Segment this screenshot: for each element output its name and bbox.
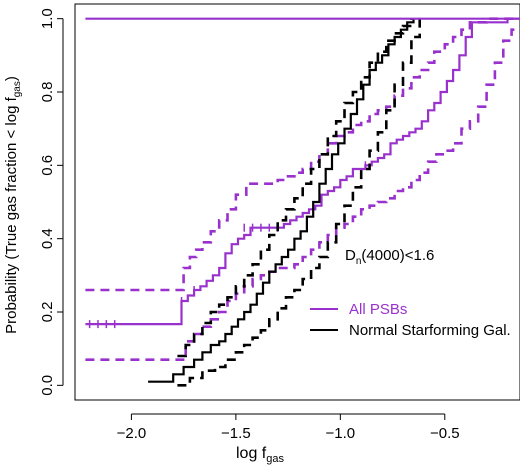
y-tick-label: 1.0 bbox=[39, 8, 56, 29]
x-axis: −2.0 −1.5 −1.0 −0.5 bbox=[117, 413, 460, 442]
y-axis-label: Probability (True gas fraction < log fga… bbox=[3, 76, 23, 334]
y-tick-label: 0.0 bbox=[39, 375, 56, 396]
x-axis-label: log fgas bbox=[236, 445, 284, 465]
series-layer bbox=[85, 17, 520, 387]
series-line-normal-starforming-gal-upper bbox=[177, 18, 413, 358]
series-line-all-psbs bbox=[85, 17, 520, 326]
x-tick-label: −0.5 bbox=[430, 425, 460, 442]
series-line-all-psbs-lower bbox=[85, 28, 520, 361]
series-line-all-psbs-upper bbox=[85, 17, 520, 292]
y-tick-label: 0.2 bbox=[39, 302, 56, 323]
series-line-normal-starforming-gal bbox=[148, 18, 415, 383]
y-tick-label: 0.6 bbox=[39, 155, 56, 176]
plot-frame bbox=[74, 3, 520, 401]
legend-label-all-psbs: All PSBs bbox=[349, 301, 407, 318]
series-line-normal-starforming-gal-lower bbox=[177, 18, 421, 387]
annotation-dn4000: Dn(4000)<1.6 bbox=[345, 247, 434, 267]
x-tick-label: −1.5 bbox=[221, 425, 251, 442]
y-tick-label: 0.8 bbox=[39, 82, 56, 103]
x-tick-label: −1.0 bbox=[326, 425, 356, 442]
legend-label-normal-sf: Normal Starforming Gal. bbox=[349, 322, 511, 339]
x-tick-label: −2.0 bbox=[117, 425, 147, 442]
y-tick-label: 0.4 bbox=[39, 228, 56, 249]
plot-area bbox=[74, 3, 520, 401]
y-axis: 0.0 0.2 0.4 0.6 0.8 1.0 bbox=[39, 8, 64, 396]
legend: All PSBs Normal Starforming Gal. bbox=[310, 301, 511, 339]
